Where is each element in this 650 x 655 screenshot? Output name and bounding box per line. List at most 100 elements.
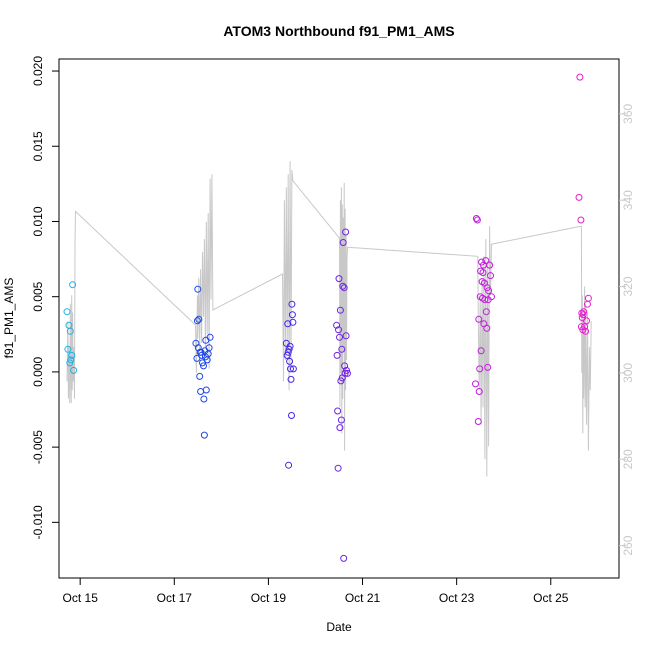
data-point <box>339 239 347 246</box>
data-point <box>66 327 74 335</box>
data-point <box>288 300 296 308</box>
y-tick-label: 0.000 <box>31 357 45 387</box>
data-point <box>341 362 349 370</box>
data-point <box>583 317 590 325</box>
data-point <box>287 365 294 373</box>
x-tick-label: Oct 23 <box>439 591 475 605</box>
data-point <box>200 395 208 403</box>
right-y-tick-label: 320 <box>621 276 635 296</box>
data-point <box>340 284 348 292</box>
data-point <box>482 257 490 265</box>
data-point <box>64 345 72 353</box>
data-point <box>283 351 291 359</box>
data-point <box>576 73 584 81</box>
data-point <box>485 287 493 295</box>
data-point <box>579 311 587 319</box>
data-point <box>67 356 75 364</box>
data-point <box>482 308 490 316</box>
data-point <box>285 345 293 353</box>
right-y-tick-label: 260 <box>621 535 635 555</box>
data-point <box>334 407 342 415</box>
data-point <box>575 193 583 201</box>
x-tick-label: Oct 25 <box>533 591 569 605</box>
data-point <box>582 327 590 335</box>
x-axis-label: Date <box>326 620 352 634</box>
data-point <box>70 366 78 374</box>
data-point <box>288 311 296 319</box>
data-point <box>286 357 294 365</box>
data-point <box>339 282 347 290</box>
y-tick-label: 0.020 <box>31 56 45 86</box>
data-point <box>200 431 208 439</box>
data-point <box>342 228 350 236</box>
data-point <box>336 333 343 341</box>
data-point <box>196 372 204 380</box>
data-point <box>200 362 207 370</box>
data-point <box>475 315 483 323</box>
data-point <box>68 351 76 359</box>
data-point <box>577 216 585 224</box>
data-point <box>488 293 495 301</box>
right-y-tick-label: 360 <box>621 103 635 123</box>
data-point <box>197 388 205 395</box>
data-point <box>472 215 480 222</box>
x-tick-label: Oct 17 <box>157 591 193 605</box>
data-point <box>289 318 297 326</box>
data-point <box>284 348 292 356</box>
x-tick-label: Oct 15 <box>63 591 99 605</box>
chart-title: ATOM3 Northbound f91_PM1_AMS <box>223 23 454 39</box>
y-tick-label: 0.015 <box>31 131 45 161</box>
data-point <box>476 365 484 373</box>
data-point <box>65 321 73 329</box>
data-point <box>578 309 586 317</box>
x-tick-label: Oct 19 <box>251 591 287 605</box>
y-axis-label: f91_PM1_AMS <box>2 278 16 359</box>
plot-frame <box>58 58 620 579</box>
data-point <box>486 261 494 269</box>
axes: -0.010 -0.005 0.000 0.005 0.010 0.015 0.020 Oct… <box>31 56 635 605</box>
data-point <box>197 348 205 356</box>
data-point <box>287 375 295 383</box>
data-point <box>289 365 297 373</box>
data-point <box>342 332 350 340</box>
data-point <box>580 308 588 316</box>
y-tick-label: 0.010 <box>31 206 45 236</box>
data-point <box>337 416 345 424</box>
data-point <box>473 216 481 224</box>
data-point <box>205 344 213 352</box>
data-point <box>336 424 344 432</box>
data-point <box>198 351 206 359</box>
data-point <box>333 351 341 359</box>
data-point <box>194 285 202 293</box>
right-y-tick-label: 280 <box>621 449 635 469</box>
right-y-tick-label: 300 <box>621 363 635 383</box>
data-point <box>484 363 492 371</box>
data-point <box>338 345 346 353</box>
right-y-tick-label: 340 <box>621 190 635 210</box>
data-point <box>477 347 485 355</box>
data-point <box>69 281 77 289</box>
data-point <box>483 324 491 332</box>
right-axis-trace <box>66 161 592 477</box>
data-point <box>202 386 210 394</box>
data-point <box>475 388 483 395</box>
data-point <box>474 418 482 425</box>
y-tick-label: 0.005 <box>31 281 45 311</box>
data-point <box>340 554 348 562</box>
data-point <box>336 306 344 314</box>
data-point <box>472 380 479 388</box>
data-point <box>193 317 201 325</box>
scatter-points <box>63 73 592 562</box>
data-point <box>344 369 351 377</box>
data-point <box>195 315 203 323</box>
data-point <box>584 294 592 302</box>
data-point <box>581 323 589 331</box>
data-point <box>481 296 489 304</box>
y-tick-label: -0.010 <box>31 505 45 539</box>
data-point <box>285 461 293 469</box>
data-point <box>333 321 341 329</box>
data-point <box>335 275 343 283</box>
trace-line <box>66 161 592 477</box>
